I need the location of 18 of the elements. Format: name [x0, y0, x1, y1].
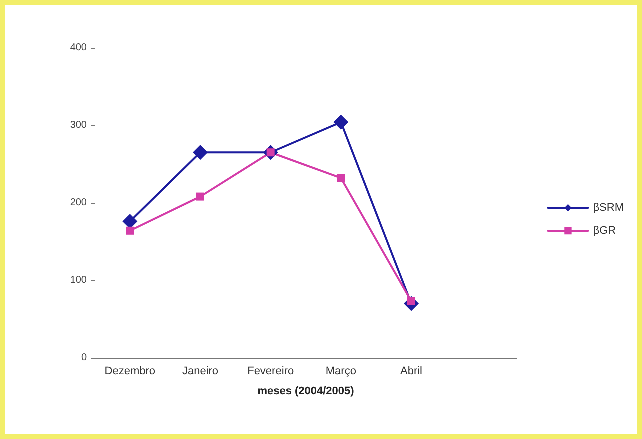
y-tick-label: 0 [81, 352, 88, 364]
y-tick-label: 200 [70, 198, 88, 208]
x-tick-label: Abril [400, 366, 423, 378]
legend-label: βSRM [593, 202, 624, 214]
point [337, 174, 346, 182]
x-axis-title: meses (2004/2005) [258, 386, 355, 398]
y-tick-label: 300 [70, 120, 88, 131]
x-tick-label: Janeiro [182, 366, 219, 378]
x-tick-label: Fevereiro [248, 366, 294, 378]
point [193, 145, 208, 160]
point [126, 226, 134, 235]
x-tick-label: Março [326, 366, 356, 378]
legend-label: βGR [593, 225, 616, 237]
x-tick-label: Dezembro [104, 366, 156, 378]
point [196, 192, 204, 201]
y-tick-label: 400 [70, 42, 88, 54]
y-tick-label: 100 [70, 275, 88, 286]
point [334, 114, 349, 130]
